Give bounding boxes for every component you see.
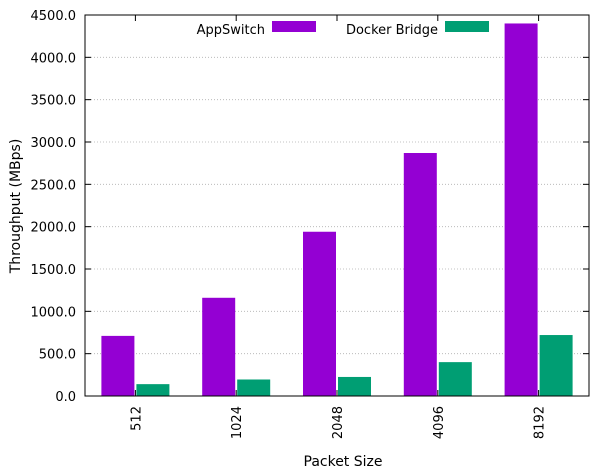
bar-appswitch-2048 — [303, 231, 336, 396]
grid-lines — [85, 56, 589, 355]
y-axis-title: Throughput (MBps) — [8, 139, 24, 275]
y-ticks: 0.0 500.0 1000.0 1500.0 2000.0 2500.0 3000.0 35… — [31, 9, 589, 405]
bar-appswitch-4096 — [403, 153, 437, 396]
bar-appswitch-8192 — [504, 23, 538, 396]
x-ticks: 512 1024 2048 4096 8192 — [129, 15, 548, 439]
bar-docker-bridge-1024 — [237, 379, 271, 396]
x-tick-label: 1024 — [230, 406, 245, 439]
bar-appswitch-512 — [101, 335, 135, 396]
bars — [101, 23, 573, 396]
x-tick-label: 8192 — [533, 406, 548, 439]
legend-label-appswitch: AppSwitch — [197, 23, 265, 38]
bar-appswitch-1024 — [202, 297, 236, 396]
x-axis-title: Packet Size — [304, 454, 383, 468]
y-tick-label: 2500.0 — [31, 178, 77, 193]
legend-swatch-appswitch — [272, 21, 316, 32]
y-tick-label: 4500.0 — [31, 9, 77, 24]
legend-swatch-docker-bridge — [445, 21, 489, 32]
x-tick-label: 2048 — [331, 406, 346, 439]
legend-label-docker-bridge: Docker Bridge — [346, 23, 438, 38]
y-tick-label: 0.0 — [55, 390, 76, 405]
x-tick-label: 4096 — [432, 406, 447, 439]
y-tick-label: 1000.0 — [31, 305, 77, 320]
bar-docker-bridge-8192 — [539, 335, 573, 396]
y-tick-label: 4000.0 — [31, 51, 77, 66]
x-tick-label: 512 — [129, 406, 144, 431]
y-tick-label: 500.0 — [39, 348, 76, 363]
bar-docker-bridge-512 — [136, 384, 170, 396]
y-tick-label: 3000.0 — [31, 136, 77, 151]
y-tick-label: 2000.0 — [31, 221, 77, 236]
y-tick-label: 3500.0 — [31, 94, 77, 109]
bar-docker-bridge-4096 — [438, 362, 472, 396]
legend: AppSwitch Docker Bridge — [197, 21, 489, 38]
y-tick-label: 1500.0 — [31, 263, 77, 278]
bar-docker-bridge-2048 — [338, 376, 371, 396]
